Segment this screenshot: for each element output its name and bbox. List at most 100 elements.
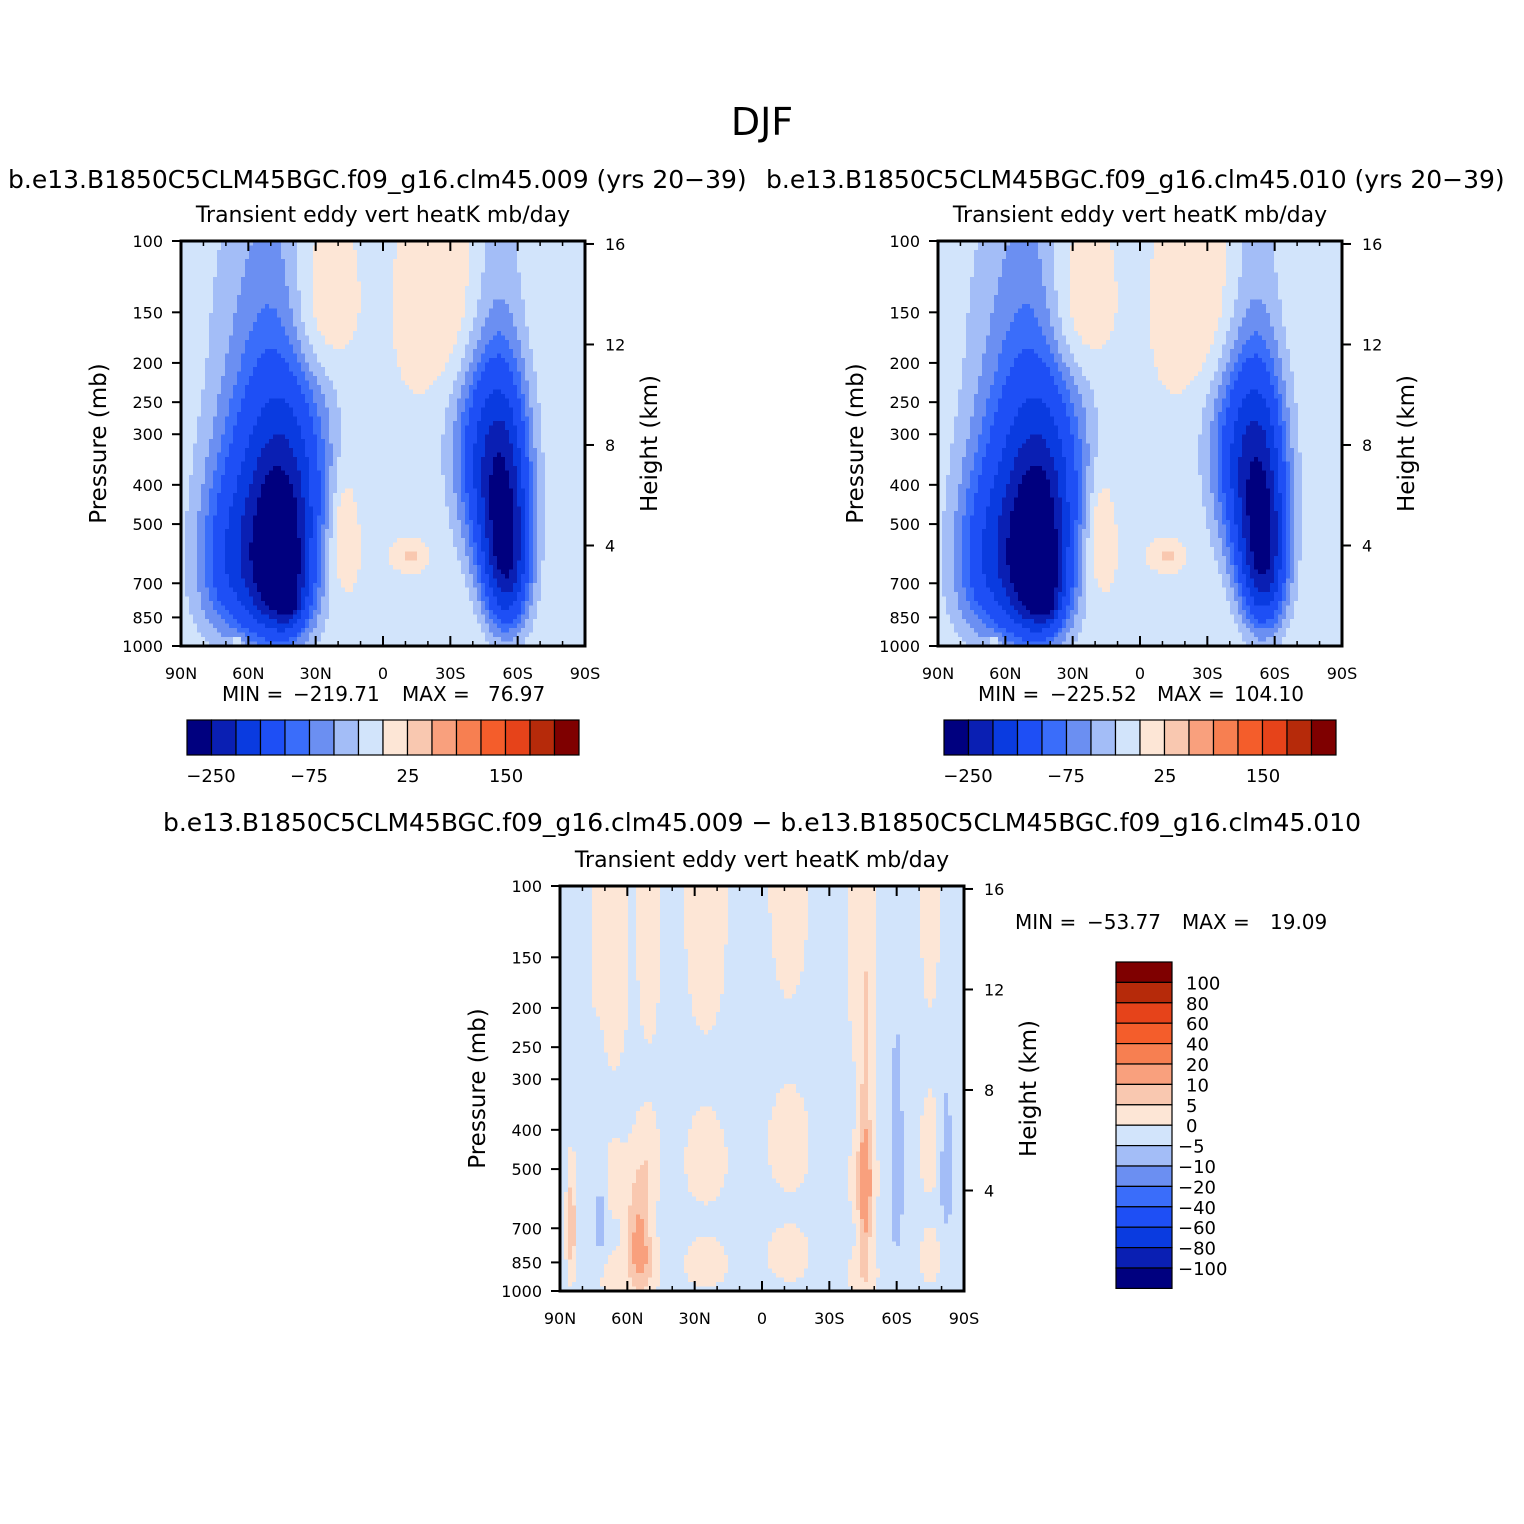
contour-cell	[409, 326, 414, 332]
contour-cell	[385, 421, 390, 427]
contour-cell	[321, 259, 326, 265]
contour-cell	[225, 421, 230, 427]
contour-cell	[425, 304, 430, 310]
contour-cell	[353, 358, 358, 364]
contour-cell	[437, 389, 442, 395]
contour-cell	[305, 430, 310, 436]
contour-cell	[441, 281, 446, 287]
contour-cell	[297, 322, 302, 328]
contour-cell	[465, 250, 470, 256]
contour-cell	[513, 259, 518, 265]
contour-cell	[417, 299, 422, 305]
contour-cell	[469, 245, 474, 251]
contour-cell	[233, 394, 238, 400]
contour-cell	[581, 259, 586, 265]
contour-cell	[269, 403, 274, 409]
contour-cell	[473, 326, 478, 332]
contour-cell	[305, 245, 310, 251]
contour-cell	[569, 362, 574, 368]
contour-cell	[185, 326, 190, 332]
contour-cell	[333, 367, 338, 373]
contour-cell	[441, 448, 446, 454]
contour-cell	[333, 295, 338, 301]
contour-cell	[357, 281, 362, 287]
contour-cell	[225, 434, 230, 440]
contour-cell	[397, 443, 402, 449]
contour-cell	[481, 299, 486, 305]
contour-cell	[549, 358, 554, 364]
contour-cell	[413, 416, 418, 422]
contour-cell	[465, 340, 470, 346]
contour-cell	[433, 344, 438, 350]
contour-cell	[325, 425, 330, 431]
contour-cell	[389, 367, 394, 373]
contour-cell	[557, 290, 562, 296]
contour-cell	[185, 385, 190, 391]
contour-cell	[265, 358, 270, 364]
contour-cell	[485, 304, 490, 310]
contour-cell	[205, 367, 210, 373]
contour-cell	[221, 353, 226, 359]
contour-cell	[281, 371, 286, 377]
panel2-min-label: MIN =	[978, 682, 1039, 706]
contour-cell	[245, 317, 250, 323]
panel1-min-label: MIN =	[222, 682, 283, 706]
contour-cell	[409, 434, 414, 440]
contour-cell	[557, 403, 562, 409]
contour-cell	[485, 448, 490, 454]
contour-cell	[285, 439, 290, 445]
contour-cell	[573, 371, 578, 377]
contour-cell	[329, 448, 334, 454]
contour-cell	[253, 335, 258, 341]
contour-cell	[493, 367, 498, 373]
contour-cell	[353, 313, 358, 319]
contour-cell	[409, 430, 414, 436]
contour-cell	[241, 434, 246, 440]
contour-cell	[373, 443, 378, 449]
contour-cell	[261, 448, 266, 454]
contour-cell	[545, 263, 550, 269]
contour-cell	[289, 385, 294, 391]
contour-cell	[233, 362, 238, 368]
contour-cell	[217, 263, 222, 269]
contour-cell	[465, 416, 470, 422]
contour-cell	[233, 268, 238, 274]
contour-cell	[353, 407, 358, 413]
contour-cell	[461, 331, 466, 337]
contour-cell	[457, 434, 462, 440]
contour-cell	[517, 389, 522, 395]
contour-cell	[265, 340, 270, 346]
contour-cell	[577, 398, 582, 404]
contour-cell	[217, 245, 222, 251]
contour-cell	[237, 403, 242, 409]
contour-cell	[245, 245, 250, 251]
contour-cell	[553, 371, 558, 377]
contour-cell	[445, 439, 450, 445]
contour-cell	[569, 313, 574, 319]
contour-cell	[305, 385, 310, 391]
contour-cell	[561, 299, 566, 305]
contour-cell	[221, 290, 226, 296]
contour-cell	[505, 245, 510, 251]
contour-cell	[497, 245, 502, 251]
contour-cell	[549, 259, 554, 265]
contour-cell	[341, 263, 346, 269]
contour-cell	[417, 317, 422, 323]
contour-cell	[373, 421, 378, 427]
contour-cell	[221, 412, 226, 418]
contour-cell	[249, 286, 254, 292]
contour-cell	[365, 331, 370, 337]
contour-cell	[377, 425, 382, 431]
contour-cell	[461, 254, 466, 260]
contour-cell	[397, 376, 402, 382]
contour-cell	[561, 308, 566, 314]
contour-cell	[561, 416, 566, 422]
contour-cell	[365, 443, 370, 449]
contour-cell	[485, 344, 490, 350]
contour-cell	[413, 398, 418, 404]
contour-cell	[281, 353, 286, 359]
contour-cell	[329, 358, 334, 364]
contour-cell	[509, 403, 514, 409]
contour-cell	[185, 241, 190, 247]
contour-cell	[385, 326, 390, 332]
